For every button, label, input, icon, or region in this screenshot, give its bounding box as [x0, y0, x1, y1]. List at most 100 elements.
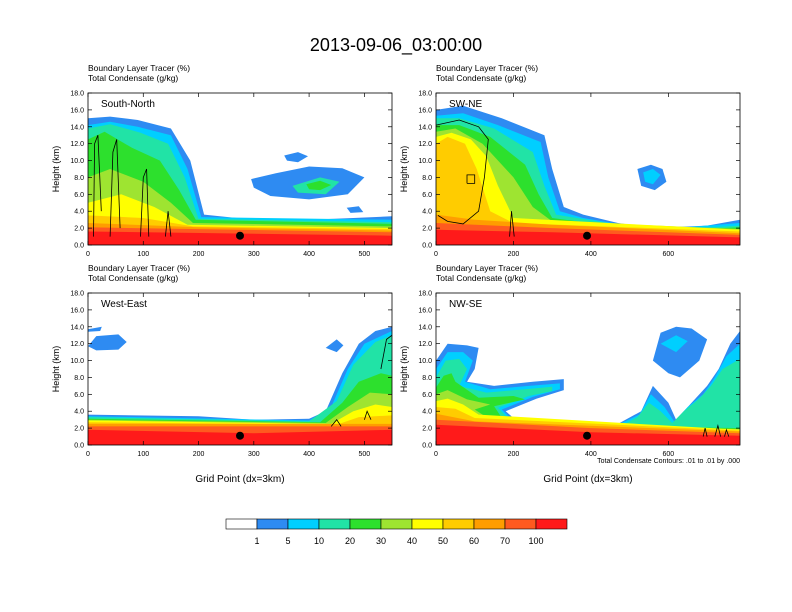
tracer-region-level-1 [88, 334, 127, 351]
y-tick-label: 0.0 [422, 243, 432, 250]
y-tick-label: 16.0 [418, 107, 432, 114]
y-tick-label: 14.0 [70, 324, 84, 331]
y-tick-label: 6.0 [74, 192, 84, 199]
x-axis-label: Grid Point (dx=3km) [195, 474, 284, 485]
tracer-fill-layers [88, 326, 392, 445]
colorbar-swatch-9 [504, 518, 537, 530]
panel-1: 0.0 2.0 4.0 6.0 8.0 10.0 12.0 14.0 16.0 18.0 0 100 2… [51, 63, 393, 258]
y-tick-label: 6.0 [422, 392, 432, 399]
y-axis-label: Height (km) [399, 346, 409, 393]
y-axis-label: Height (km) [51, 146, 61, 193]
panel-2: 0.0 2.0 4.0 6.0 8.0 10.0 12.0 14.0 16.0 18.0 0 200 4… [399, 63, 741, 258]
y-tick-label: 14.0 [70, 124, 84, 131]
colorbar-label: 60 [469, 536, 479, 546]
y-tick-label: 4.0 [422, 409, 432, 416]
x-tick-label: 400 [585, 251, 597, 258]
colorbar-swatch-2 [287, 518, 320, 530]
condensate-contour [364, 410, 372, 420]
y-tick-label: 16.0 [70, 107, 84, 114]
y-tick-label: 10.0 [70, 158, 84, 165]
x-tick-label: 100 [137, 251, 149, 258]
colorbar-label: 5 [285, 536, 290, 546]
x-tick-label: 400 [585, 451, 597, 458]
y-tick-label: 4.0 [422, 209, 432, 216]
x-tick-label: 0 [86, 251, 90, 258]
colorbar-label: 50 [438, 536, 448, 546]
condensate-contour [140, 168, 150, 237]
condensate-contour [109, 139, 121, 237]
x-tick-label: 200 [508, 451, 520, 458]
tracer-region-level-2 [660, 335, 688, 353]
subtitle-tracer: Boundary Layer Tracer (%) [436, 63, 538, 73]
panel-4: 0.0 2.0 4.0 6.0 8.0 10.0 12.0 14.0 16.0 18.0 0 200 4… [399, 263, 741, 485]
x-tick-label: 600 [663, 451, 675, 458]
colorbar-label: 100 [528, 536, 543, 546]
colorbar-swatch-10 [535, 518, 568, 530]
panel-label: South-North [101, 99, 155, 110]
plot-frame [435, 92, 741, 246]
colorbar-label: 1 [254, 536, 259, 546]
tracer-region-level-1 [652, 326, 708, 378]
condensate-contour [702, 428, 708, 437]
condensate-contour [165, 211, 172, 237]
tracer-region-level-1 [325, 339, 344, 353]
colorbar-label: 20 [345, 536, 355, 546]
tracer-region-level-2 [643, 169, 661, 185]
y-tick-label: 10.0 [418, 158, 432, 165]
colorbar: 1 5 10 20 30 40 50 60 70 100 [225, 518, 568, 546]
tracer-region-level-3 [88, 335, 392, 445]
colorbar-swatch-1 [256, 518, 289, 530]
x-tick-label: 400 [303, 251, 315, 258]
y-tick-label: 8.0 [422, 375, 432, 382]
x-tick-label: 400 [303, 451, 315, 458]
plot-frame [87, 92, 393, 246]
y-tick-label: 12.0 [70, 141, 84, 148]
x-axis-label: Grid Point (dx=3km) [543, 474, 632, 485]
x-tick-label: 200 [508, 251, 520, 258]
x-tick-label: 500 [359, 251, 371, 258]
colorbar-swatch-7 [442, 518, 475, 530]
y-tick-label: 12.0 [418, 141, 432, 148]
plot-frame [87, 292, 393, 446]
subtitle-condensate: Total Condensate (g/kg) [436, 273, 526, 283]
tracer-region-level-1 [284, 152, 308, 163]
condensate-contour [436, 119, 489, 225]
colorbar-label: 70 [500, 536, 510, 546]
y-tick-label: 6.0 [74, 392, 84, 399]
panel-label: West-East [101, 299, 147, 310]
location-marker [236, 431, 244, 440]
contour-footnote: Total Condensate Contours: .01 to .01 by… [597, 458, 740, 465]
x-tick-label: 200 [193, 251, 205, 258]
y-tick-label: 8.0 [74, 375, 84, 382]
x-tick-label: 200 [193, 451, 205, 458]
colorbar-swatch-3 [318, 518, 351, 530]
y-tick-label: 12.0 [418, 341, 432, 348]
x-tick-label: 0 [86, 451, 90, 458]
y-tick-label: 10.0 [70, 358, 84, 365]
y-tick-label: 18.0 [70, 291, 84, 298]
y-tick-label: 14.0 [418, 324, 432, 331]
plot-frame [435, 292, 741, 446]
tracer-fill-layers [436, 105, 740, 245]
x-tick-label: 300 [248, 451, 260, 458]
panel-3: 0.0 2.0 4.0 6.0 8.0 10.0 12.0 14.0 16.0 18.0 0 100 2… [51, 263, 393, 485]
colorbar-label: 10 [314, 536, 324, 546]
y-axis-label: Height (km) [399, 146, 409, 193]
subtitle-condensate: Total Condensate (g/kg) [436, 73, 526, 83]
location-marker [236, 231, 244, 240]
y-tick-label: 4.0 [74, 209, 84, 216]
subtitle-tracer: Boundary Layer Tracer (%) [88, 263, 190, 273]
location-marker [583, 231, 592, 240]
y-tick-label: 2.0 [422, 426, 432, 433]
y-tick-label: 2.0 [74, 426, 84, 433]
x-tick-label: 600 [663, 251, 675, 258]
colorbar-swatch-8 [473, 518, 506, 530]
y-tick-label: 10.0 [418, 358, 432, 365]
tracer-region-level-1 [346, 206, 364, 213]
colorbar-swatch-5 [380, 518, 413, 530]
condensate-contour [714, 424, 721, 437]
y-tick-label: 18.0 [418, 291, 432, 298]
y-tick-label: 4.0 [74, 409, 84, 416]
x-tick-label: 300 [248, 251, 260, 258]
